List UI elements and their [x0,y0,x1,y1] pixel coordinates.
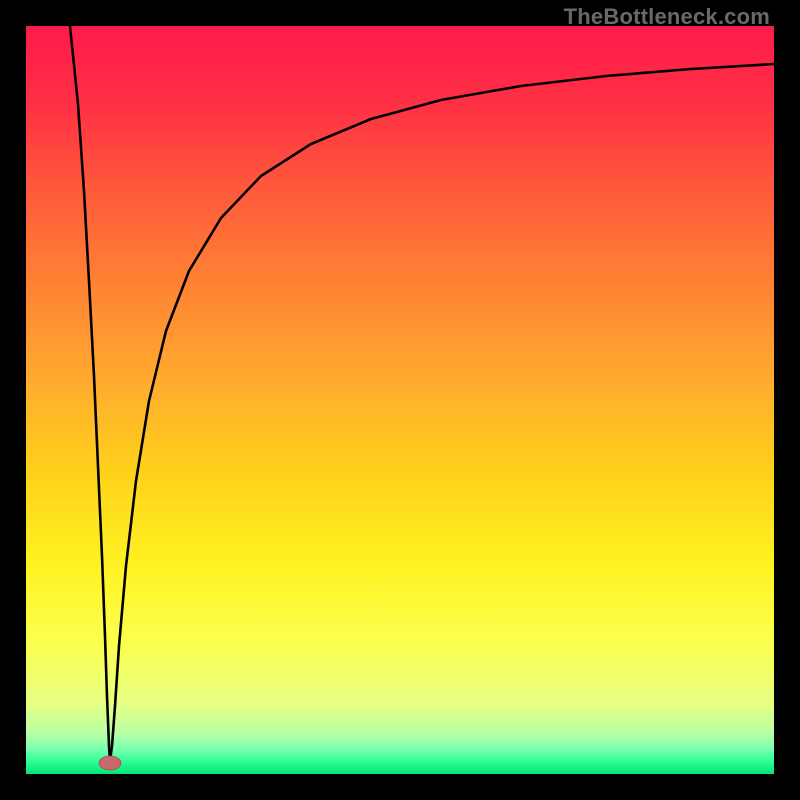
watermark-text: TheBottleneck.com [564,4,770,30]
plot-area [26,26,774,774]
min-point-marker [99,756,121,770]
curve-overlay [26,26,774,774]
chart-stage: TheBottleneck.com [0,0,800,800]
bottleneck-curve [70,26,774,761]
